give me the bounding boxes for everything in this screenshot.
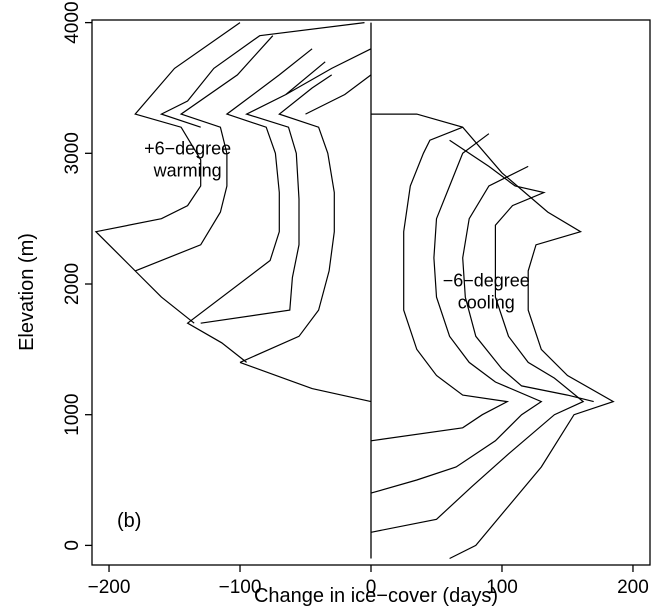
warming-contour-line-6 bbox=[159, 22, 365, 128]
x-axis: −200 −100 0 100 200 bbox=[88, 565, 649, 598]
x-tick-label: 0 bbox=[366, 577, 377, 598]
annotation-line: −6−degree bbox=[443, 271, 530, 291]
warming-contour-line-2 bbox=[134, 35, 274, 272]
x-tick-label: −200 bbox=[88, 577, 131, 598]
x-tick-label: −100 bbox=[219, 577, 262, 598]
warming-contour-line-8 bbox=[285, 48, 372, 96]
plot-area bbox=[94, 22, 615, 560]
warming-contour-line-1 bbox=[94, 22, 241, 324]
y-tick-label: 2000 bbox=[62, 263, 83, 305]
annotation-1: +6−degree warming bbox=[144, 139, 231, 181]
cooling-contour-line-13 bbox=[370, 133, 543, 494]
x-tick-label: 100 bbox=[486, 577, 518, 598]
annotation-line: warming bbox=[153, 161, 222, 181]
annotation-2: −6−degree cooling bbox=[443, 271, 530, 313]
annotation-line: cooling bbox=[458, 293, 515, 313]
y-axis: 0 1000 2000 3000 4000 bbox=[62, 1, 92, 551]
x-axis-title: Change in ice−cover (days) bbox=[254, 585, 498, 607]
warming-contour-line-9 bbox=[239, 361, 372, 403]
x-tick-label: 200 bbox=[617, 577, 649, 598]
warming-contour-line-7 bbox=[305, 74, 372, 115]
warming-contour-line-3 bbox=[186, 48, 313, 363]
cooling-contour-line-12 bbox=[370, 126, 510, 442]
panel-label: (b) bbox=[117, 510, 141, 532]
y-tick-label: 1000 bbox=[62, 394, 83, 436]
warming-contour-line-4 bbox=[200, 61, 326, 324]
y-tick-label: 0 bbox=[62, 540, 83, 551]
y-axis-title: Elevation (m) bbox=[16, 233, 38, 351]
cooling-contour-line-14 bbox=[462, 165, 594, 403]
y-tick-label: 4000 bbox=[62, 1, 83, 43]
y-tick-label: 3000 bbox=[62, 132, 83, 174]
warming-contour-line-5 bbox=[239, 74, 335, 363]
annotations: +6−degree warming −6−degree cooling bbox=[144, 139, 530, 313]
cooling-contour-line-11 bbox=[370, 139, 585, 533]
annotation-line: +6−degree bbox=[144, 139, 231, 159]
cooling-contour-line-10 bbox=[371, 113, 615, 560]
